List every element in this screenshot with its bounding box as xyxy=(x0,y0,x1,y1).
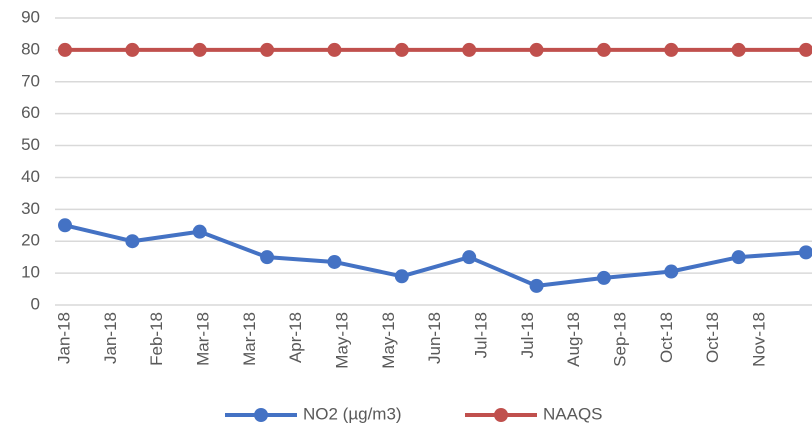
data-point xyxy=(394,269,409,284)
y-tick-label: 10 xyxy=(21,263,40,282)
y-tick-label: 40 xyxy=(21,167,40,186)
data-point xyxy=(58,42,72,57)
data-point xyxy=(799,42,812,57)
y-tick-label: 90 xyxy=(21,7,40,26)
data-point xyxy=(664,264,679,279)
x-tick-label: Mar-18 xyxy=(240,312,259,366)
data-point xyxy=(529,278,544,293)
data-point xyxy=(462,250,477,265)
y-tick-label: 70 xyxy=(21,71,40,90)
data-point xyxy=(260,42,275,57)
y-tick-label: 60 xyxy=(21,103,40,122)
series-line xyxy=(64,223,807,288)
data-point xyxy=(462,42,477,57)
data-point xyxy=(799,245,812,260)
data-point xyxy=(529,42,544,57)
data-point xyxy=(260,250,275,265)
x-tick-label: Jan-18 xyxy=(101,312,120,364)
x-tick-label: Apr-18 xyxy=(286,312,305,363)
legend-marker xyxy=(254,408,268,422)
x-tick-label: Jul-18 xyxy=(471,312,490,358)
data-point xyxy=(596,42,611,57)
x-tick-label: Oct-18 xyxy=(657,312,676,363)
x-tick-label: Aug-18 xyxy=(564,312,583,367)
x-tick-label: Mar-18 xyxy=(193,312,212,366)
y-tick-label: 80 xyxy=(21,39,40,58)
x-tick-label: Jul-18 xyxy=(518,312,537,358)
data-point xyxy=(125,234,140,249)
x-tick-label: May-18 xyxy=(379,312,398,369)
x-tick-label: Jun-18 xyxy=(425,312,444,364)
data-point xyxy=(596,270,611,285)
legend-label: NAAQS xyxy=(543,404,603,423)
x-tick-label: May-18 xyxy=(332,312,351,369)
x-tick-label: Sep-18 xyxy=(610,312,629,367)
data-point xyxy=(731,42,746,57)
y-tick-label: 0 xyxy=(31,294,40,313)
data-point xyxy=(394,42,409,57)
data-point xyxy=(192,42,207,57)
data-point xyxy=(192,224,207,239)
legend-label: NO2 (µg/m3) xyxy=(303,404,402,423)
y-tick-label: 30 xyxy=(21,199,40,218)
y-tick-label: 20 xyxy=(21,231,40,250)
data-point xyxy=(327,42,342,57)
legend-marker xyxy=(494,408,508,422)
x-tick-label: Feb-18 xyxy=(147,312,166,366)
data-point xyxy=(327,254,342,269)
data-point xyxy=(664,42,679,57)
x-tick-label: Oct-18 xyxy=(703,312,722,363)
x-tick-label: Jan-18 xyxy=(54,312,73,364)
x-tick-label: Nov-18 xyxy=(749,312,768,367)
data-point xyxy=(731,250,746,265)
y-tick-label: 50 xyxy=(21,135,40,154)
data-point xyxy=(125,42,140,57)
data-point xyxy=(58,218,72,233)
